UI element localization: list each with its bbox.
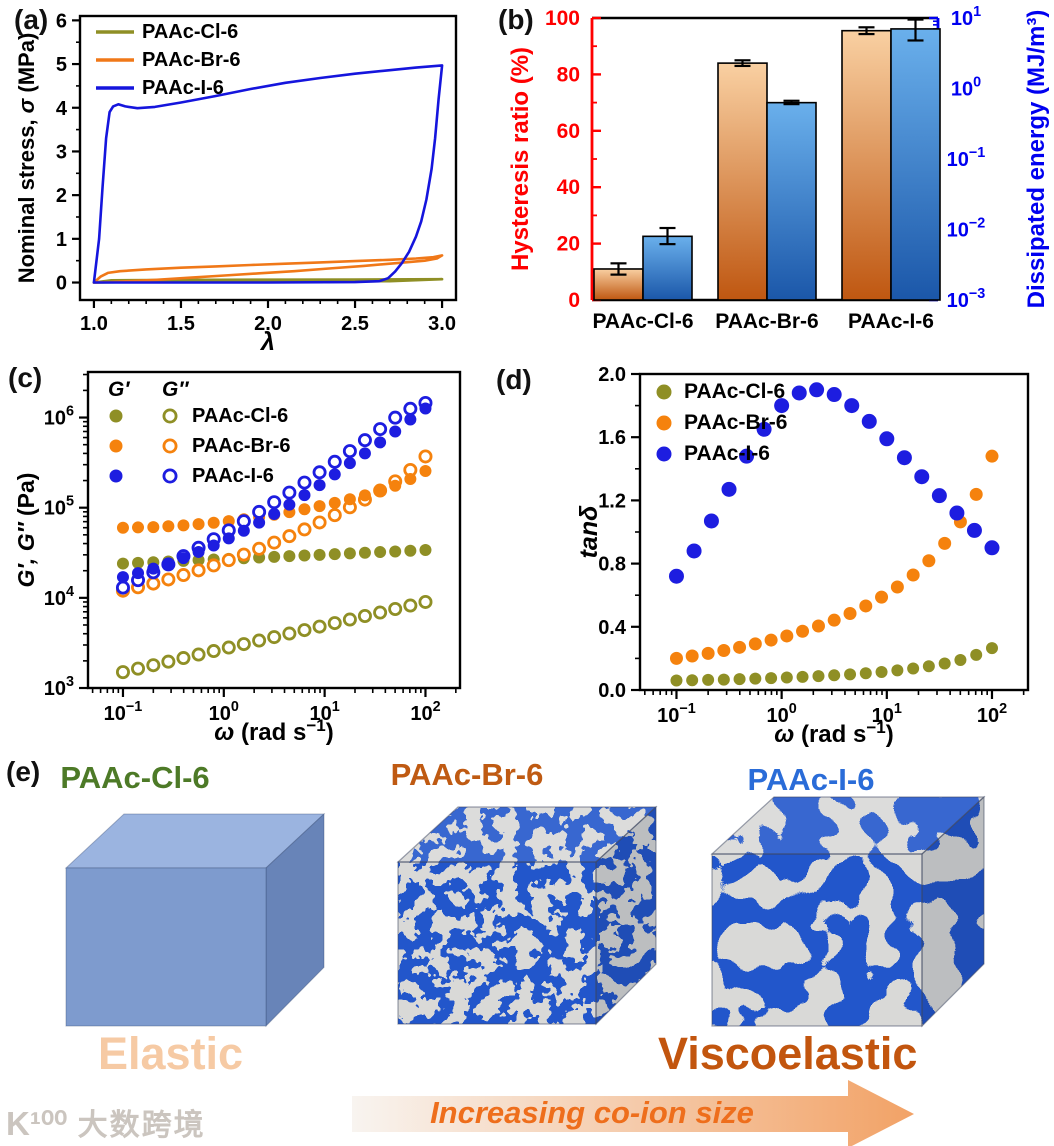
svg-text:5: 5 <box>56 54 67 76</box>
svg-text:Nominal stress, σ (MPa): Nominal stress, σ (MPa) <box>14 33 39 284</box>
svg-text:0: 0 <box>56 273 67 295</box>
svg-text:101: 101 <box>310 699 340 725</box>
svg-text:1.5: 1.5 <box>167 313 195 335</box>
chart-tan-delta-frequency: 10−1 100 101 102 ω (rad s−1) 0.0 0.4 0.8 1.2 1.6 2… <box>575 364 1030 748</box>
svg-text:2.0: 2.0 <box>254 313 282 335</box>
svg-text:102: 102 <box>410 699 440 725</box>
svg-text:PAAc-Cl-6: PAAc-Cl-6 <box>684 380 785 403</box>
svg-text:PAAc-Cl-6: PAAc-Cl-6 <box>142 21 238 43</box>
cube-title-paac-br-6: PAAc-Br-6 <box>390 757 544 792</box>
svg-text:101: 101 <box>872 701 902 727</box>
svg-text:Hysteresis ratio (%): Hysteresis ratio (%) <box>507 47 534 271</box>
svg-text:100: 100 <box>767 701 797 727</box>
panel-b-label: (b) <box>498 4 534 35</box>
cube-title-paac-i-6: PAAc-I-6 <box>747 762 875 797</box>
svg-text:λ: λ <box>259 328 275 356</box>
svg-text:105: 105 <box>44 494 74 520</box>
svg-text:0.4: 0.4 <box>598 617 627 639</box>
svg-text:1.6: 1.6 <box>598 427 626 449</box>
svg-text:G′: G′ <box>108 378 130 401</box>
svg-text:6: 6 <box>56 10 67 32</box>
svg-text:60: 60 <box>557 120 580 143</box>
watermark-logo: K¹⁰⁰ <box>6 1105 68 1142</box>
chart-stress-strain-loops: 1.0 1.5 2.0 2.5 3.0 0 1 2 3 4 5 6 λ Nominal stress, σ… <box>14 10 458 356</box>
svg-text:106: 106 <box>44 404 74 430</box>
svg-text:20: 20 <box>557 233 580 256</box>
chart-moduli-frequency-sweep: 10−1 100 101 102 ω (rad s−1) 103 104 105 106 G′, … <box>13 370 462 746</box>
svg-text:103: 103 <box>44 674 74 700</box>
svg-text:1.0: 1.0 <box>80 313 108 335</box>
svg-text:100: 100 <box>545 7 580 30</box>
chart-hysteresis-dissipated-bars: 0 20 40 60 80 100 10−3 10−2 10−1 100 101 Hysteresis… <box>507 4 1050 333</box>
svg-text:2.5: 2.5 <box>341 313 369 335</box>
svg-text:PAAc-I-6: PAAc-I-6 <box>192 465 274 487</box>
svg-text:10−3: 10−3 <box>947 286 986 312</box>
panel-c-label: (c) <box>8 362 43 393</box>
panel-d-label: (d) <box>496 364 532 395</box>
svg-text:80: 80 <box>557 63 580 86</box>
svg-text:3: 3 <box>56 141 67 163</box>
svg-text:4: 4 <box>56 98 68 120</box>
svg-text:PAAc-Br-6: PAAc-Br-6 <box>142 49 241 71</box>
svg-text:40: 40 <box>557 176 580 199</box>
svg-text:PAAc-I-6: PAAc-I-6 <box>142 77 224 99</box>
svg-text:0.0: 0.0 <box>598 680 626 702</box>
panel-e-label: (e) <box>6 756 41 787</box>
svg-text:10−1: 10−1 <box>104 699 143 725</box>
arrow-label: Increasing co-ion size <box>430 1095 754 1130</box>
svg-text:PAAc-I-6: PAAc-I-6 <box>848 310 934 333</box>
svg-text:104: 104 <box>44 584 74 610</box>
svg-text:2: 2 <box>56 185 67 207</box>
svg-text:G″: G″ <box>162 378 189 401</box>
svg-text:3.0: 3.0 <box>428 313 456 335</box>
caption-viscoelastic: Viscoelastic <box>658 1028 918 1079</box>
svg-text:100: 100 <box>209 699 239 725</box>
svg-text:101: 101 <box>951 4 981 30</box>
svg-text:1.2: 1.2 <box>598 490 626 512</box>
svg-text:2.0: 2.0 <box>598 364 626 386</box>
svg-text:PAAc-Br-6: PAAc-Br-6 <box>684 411 787 434</box>
svg-text:10−2: 10−2 <box>947 216 986 242</box>
svg-text:PAAc-Br-6: PAAc-Br-6 <box>192 435 291 457</box>
watermark-text: 大数跨境 <box>77 1109 206 1142</box>
panel-e-cubes-illustration <box>64 795 986 1146</box>
svg-text:10−1: 10−1 <box>947 145 986 171</box>
svg-text:ω (rad s−1): ω (rad s−1) <box>774 718 893 748</box>
caption-elastic: Elastic <box>98 1028 244 1079</box>
svg-text:PAAc-I-6: PAAc-I-6 <box>684 442 770 465</box>
svg-text:tanδ: tanδ <box>575 505 603 559</box>
cube-title-paac-cl-6: PAAc-Cl-6 <box>60 760 210 795</box>
svg-text:0.8: 0.8 <box>598 554 626 576</box>
svg-text:PAAc-Br-6: PAAc-Br-6 <box>715 310 818 333</box>
svg-text:1: 1 <box>56 229 67 251</box>
svg-text:Dissipated energy (MJ/m³): Dissipated energy (MJ/m³) <box>1023 10 1050 309</box>
panel-a-label: (a) <box>14 4 49 35</box>
svg-text:0: 0 <box>568 289 580 312</box>
svg-text:PAAc-Cl-6: PAAc-Cl-6 <box>592 310 693 333</box>
svg-text:ω (rad s−1): ω (rad s−1) <box>214 716 333 746</box>
svg-text:102: 102 <box>977 701 1007 727</box>
svg-text:G′, G″ (Pa): G′, G″ (Pa) <box>13 473 39 588</box>
watermark: K¹⁰⁰ 大数跨境 <box>6 1100 206 1144</box>
svg-text:100: 100 <box>951 75 981 101</box>
svg-text:PAAc-Cl-6: PAAc-Cl-6 <box>192 405 288 427</box>
svg-text:10−1: 10−1 <box>657 701 696 727</box>
